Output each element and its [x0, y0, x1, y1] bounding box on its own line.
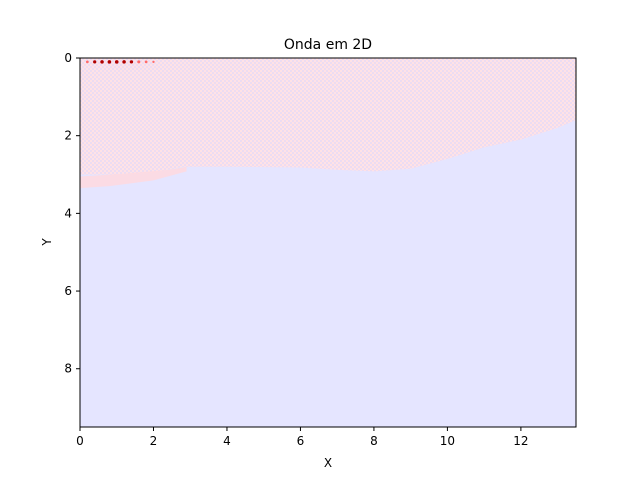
x-tick-label: 10 [440, 434, 455, 448]
source-row [85, 60, 155, 64]
y-axis: 0 2 4 6 8 [64, 51, 80, 376]
source-point [93, 60, 97, 64]
source-point [107, 60, 112, 64]
wave-zone [80, 58, 576, 175]
x-axis-label: X [324, 456, 332, 470]
y-tick-label: 6 [64, 284, 72, 298]
source-point [122, 60, 126, 64]
x-tick-label: 4 [223, 434, 231, 448]
x-axis: 0 2 4 6 8 10 12 [76, 427, 529, 448]
x-tick-label: 8 [370, 434, 378, 448]
source-point [129, 60, 134, 64]
y-tick-label: 8 [64, 362, 72, 376]
wave-edge-band [80, 166, 187, 189]
y-tick-label: 4 [64, 206, 72, 220]
x-tick-label: 12 [513, 434, 528, 448]
source-point [152, 60, 155, 64]
x-tick-label: 6 [297, 434, 305, 448]
source-point [85, 60, 89, 64]
source-point [137, 60, 141, 64]
plot-area [80, 58, 576, 427]
y-axis-label: Y [40, 238, 54, 247]
source-point [100, 60, 104, 64]
x-tick-label: 2 [150, 434, 158, 448]
x-tick-label: 0 [76, 434, 84, 448]
chart-title: Onda em 2D [284, 37, 372, 53]
y-tick-label: 2 [64, 129, 72, 143]
plot-frame [79, 57, 577, 428]
source-point [114, 60, 119, 64]
source-point [144, 60, 148, 64]
y-tick-label: 0 [64, 51, 72, 65]
